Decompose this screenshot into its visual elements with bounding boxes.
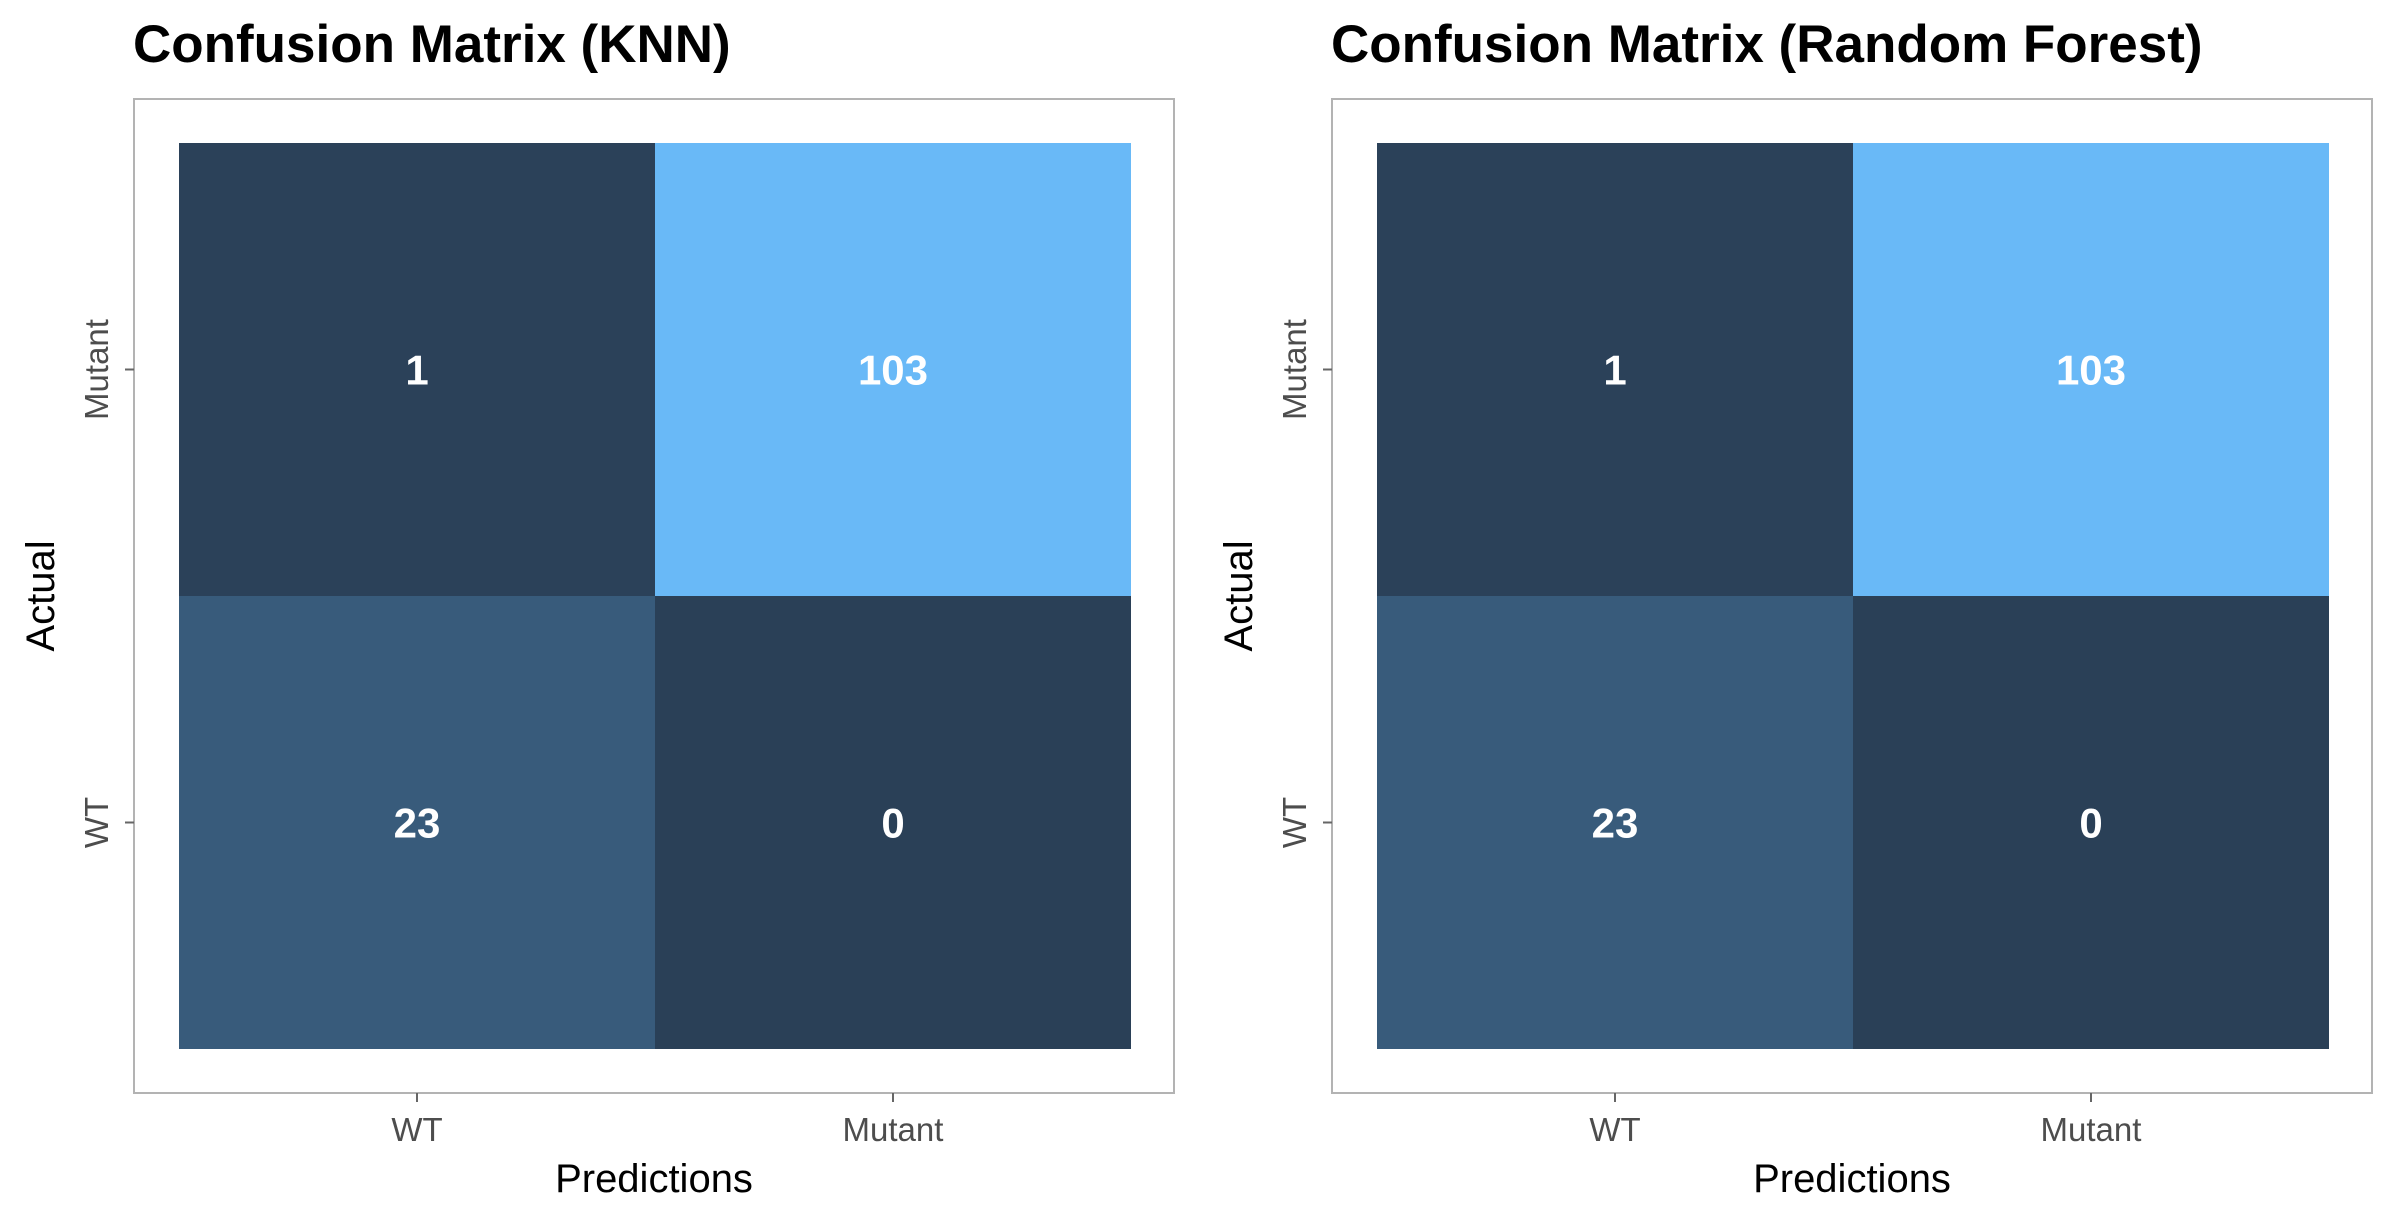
y-tick-label: WT <box>78 797 115 848</box>
confusion-matrix-panel-random-forest: Confusion Matrix (Random Forest) 1 103 23 0… <box>1217 15 2373 1201</box>
heatmap-cell <box>655 596 1131 1049</box>
chart-title: Confusion Matrix (Random Forest) <box>1331 15 2203 74</box>
x-axis-title: Predictions <box>555 1157 753 1201</box>
heatmap-cell <box>179 143 655 596</box>
heatmap-cells <box>1377 143 2329 1049</box>
y-tick-label: WT <box>1276 797 1313 848</box>
cell-value-label: 23 <box>394 800 441 847</box>
cell-value-label: 103 <box>2056 347 2126 394</box>
x-tick-label: Mutant <box>843 1111 944 1148</box>
heatmap-cell <box>1853 596 2329 1049</box>
heatmap-cell <box>1377 143 1853 596</box>
x-tick-label: WT <box>391 1111 442 1148</box>
chart-title: Confusion Matrix (KNN) <box>133 15 731 74</box>
cell-value-label: 0 <box>2079 800 2102 847</box>
x-tick-label: Mutant <box>2041 1111 2142 1148</box>
heatmap-cell <box>1853 143 2329 596</box>
y-axis-title: Actual <box>1217 540 1261 651</box>
heatmap-cell-labels: 1 103 23 0 <box>1592 347 2126 847</box>
cell-value-label: 23 <box>1592 800 1639 847</box>
heatmap-cell <box>179 596 655 1049</box>
y-tick-label: Mutant <box>1276 319 1313 420</box>
y-tick-label: Mutant <box>78 319 115 420</box>
heatmap-cell-labels: 1 103 23 0 <box>394 347 928 847</box>
panel-border <box>1331 98 2373 1094</box>
heatmap-cells <box>179 143 1131 1049</box>
cell-value-label: 103 <box>858 347 928 394</box>
panel-border <box>133 98 1175 1094</box>
cell-value-label: 0 <box>881 800 904 847</box>
cell-value-label: 1 <box>405 347 428 394</box>
y-axis-title: Actual <box>19 540 63 651</box>
cell-value-label: 1 <box>1603 347 1626 394</box>
x-axis-title: Predictions <box>1753 1157 1951 1201</box>
axis-ticks: WT Mutant WT Mutant <box>78 319 943 1148</box>
axis-ticks: WT Mutant WT Mutant <box>1276 319 2141 1148</box>
heatmap-cell <box>655 143 1131 596</box>
x-tick-label: WT <box>1589 1111 1640 1148</box>
heatmap-cell <box>1377 596 1853 1049</box>
